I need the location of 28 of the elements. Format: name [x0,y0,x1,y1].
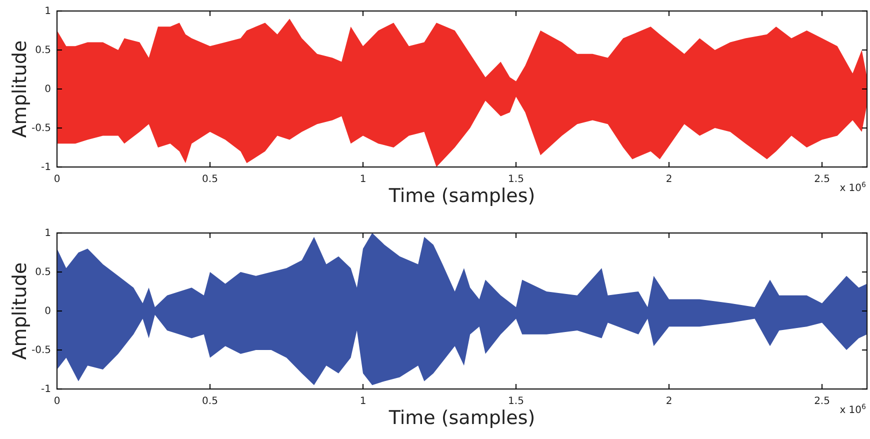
y-axis-title: Amplitude [9,262,31,360]
x-tick-label: 0 [54,396,60,408]
y-tick-label: 0 [44,306,51,318]
y-tick-label: -1 [41,162,51,174]
y-tick-label: -0.5 [31,123,51,134]
x-tick-label: 2 [666,396,672,408]
y-tick-label: -1 [41,384,51,396]
x-tick-label: 1.5 [508,396,524,408]
y-tick-label: 1 [44,6,51,18]
x-tick-label: 1 [360,174,366,186]
x-tick-label: 0.5 [202,174,218,186]
x-axis-title: Time (samples) [388,185,536,207]
y-tick-label: 0.5 [35,267,51,278]
y-tick-label: -0.5 [31,345,51,356]
y-tick-label: 1 [44,228,51,240]
x-tick-label: 0 [54,174,60,186]
x-tick-label: 2.5 [814,174,830,186]
y-tick-label: 0 [44,84,51,96]
x-tick-label: 1 [360,396,366,408]
y-tick-label: 0.5 [35,45,51,56]
x-axis-title: Time (samples) [388,407,536,429]
x-tick-label: 2.5 [814,396,830,408]
x-tick-label: 1.5 [508,174,524,186]
x-tick-label: 2 [666,174,672,186]
text: x 10$^{6}$ [840,181,867,194]
y-axis-title: Amplitude [9,40,31,138]
text: x 10$^{6}$ [840,403,867,416]
x-tick-label: 0.5 [202,396,218,408]
